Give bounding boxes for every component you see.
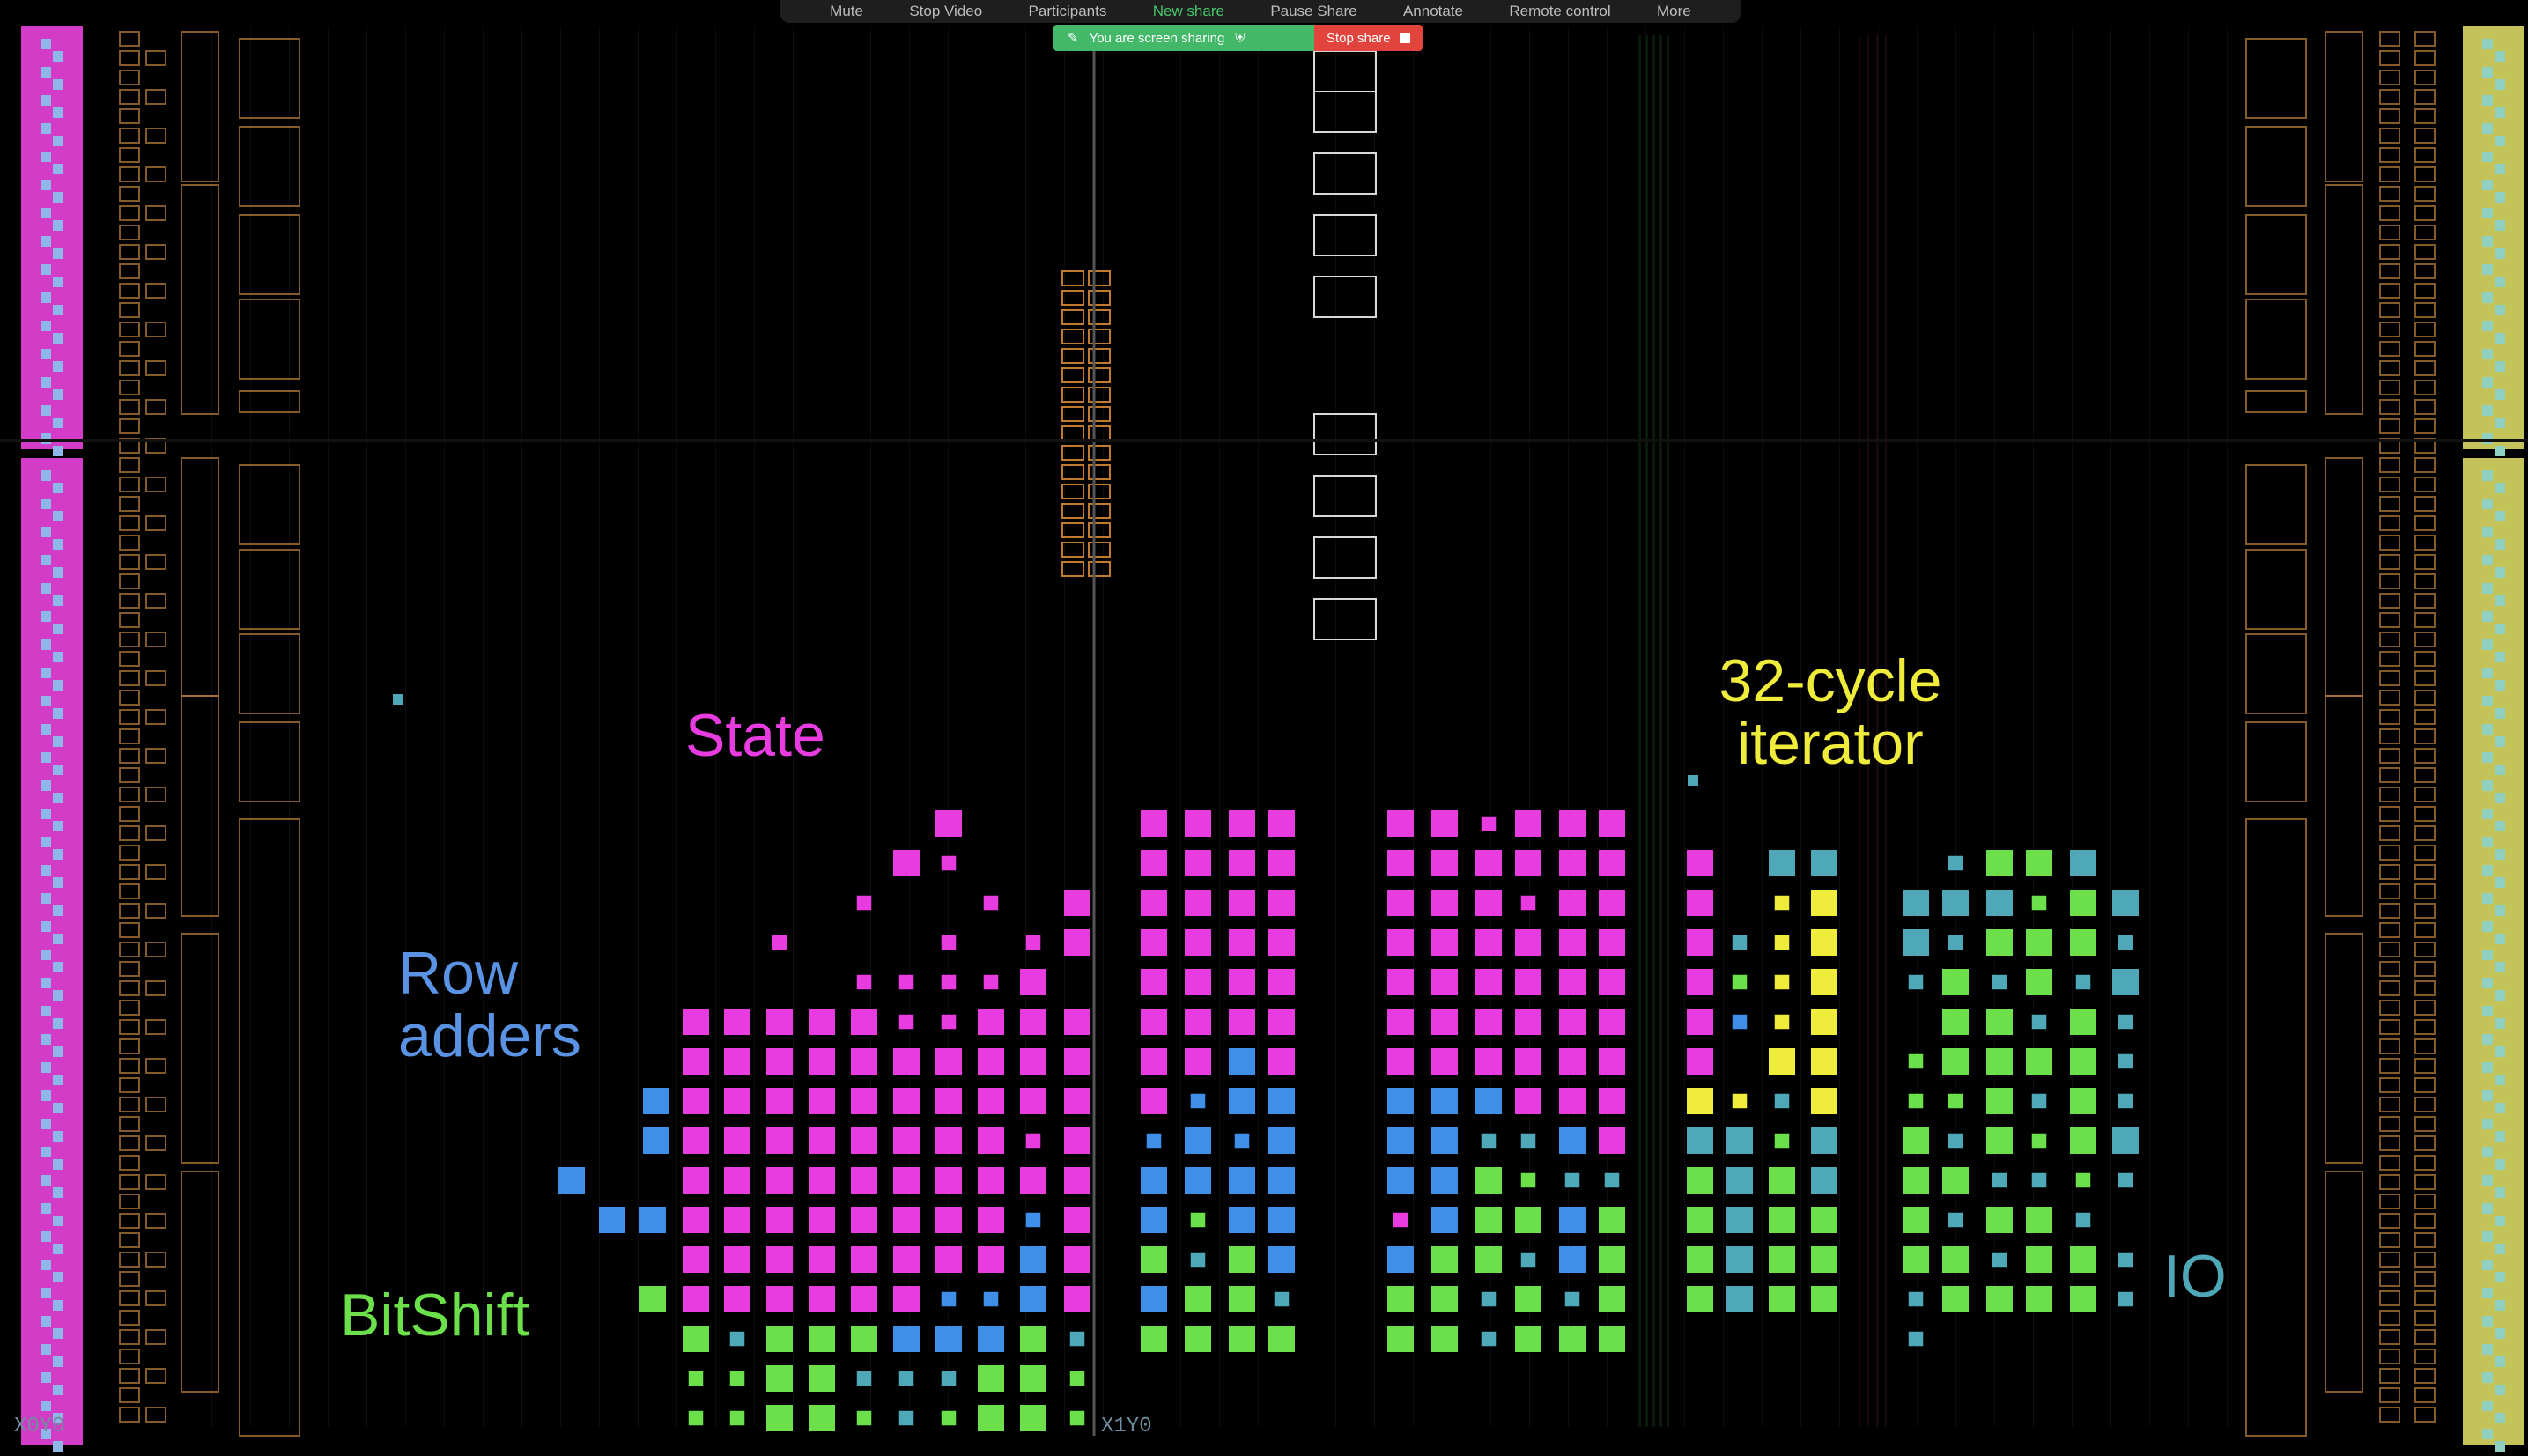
mute-button[interactable]: Mute	[830, 3, 863, 19]
iterator-label: 32-cycle iterator	[1707, 647, 1954, 778]
stop-square-icon	[1399, 33, 1410, 43]
screen-share-indicator: ✎ You are screen sharing ⛨ Stop share	[1053, 25, 1423, 51]
bitshift-label: BitShift	[340, 1282, 530, 1349]
right-io-bank	[2463, 26, 2524, 1452]
right-slice-outlines	[2245, 31, 2436, 1437]
stop-share-label: Stop share	[1327, 30, 1391, 46]
pencil-icon: ✎	[1068, 31, 1079, 46]
tile-coordinate-x1y0: X1Y0	[1101, 1415, 1152, 1438]
bram-outline-boxes	[1313, 50, 1377, 640]
more-button[interactable]: More	[1656, 3, 1691, 19]
row-adders-label: Row adders	[398, 942, 581, 1068]
pause-share-button[interactable]: Pause Share	[1270, 3, 1357, 19]
shield-icon: ⛨	[1235, 30, 1246, 46]
tile-coordinate-x0y0: X0Y0	[14, 1415, 65, 1438]
annotate-button[interactable]: Annotate	[1402, 3, 1464, 19]
carry-chain-outline	[1061, 270, 1111, 577]
stop-video-button[interactable]: Stop Video	[909, 3, 983, 19]
iterator-text: 32-cycle iterator	[1719, 647, 1942, 778]
left-io-bank	[21, 26, 83, 1452]
row-adders-text: Row adders	[398, 940, 581, 1070]
stop-share-button[interactable]: Stop share	[1314, 25, 1423, 51]
meeting-toolbar: Mute Stop Video Participants New share P…	[780, 0, 1741, 23]
left-slice-outlines	[119, 31, 300, 1437]
state-label: State	[685, 702, 825, 769]
sharing-status: ✎ You are screen sharing ⛨	[1053, 25, 1314, 51]
placed-cells	[393, 694, 2139, 1431]
remote-control-button[interactable]: Remote control	[1509, 3, 1611, 19]
participants-button[interactable]: Participants	[1028, 3, 1107, 19]
io-label: IO	[2163, 1243, 2227, 1310]
sharing-status-text: You are screen sharing	[1089, 30, 1225, 46]
new-share-button[interactable]: New share	[1152, 3, 1224, 19]
